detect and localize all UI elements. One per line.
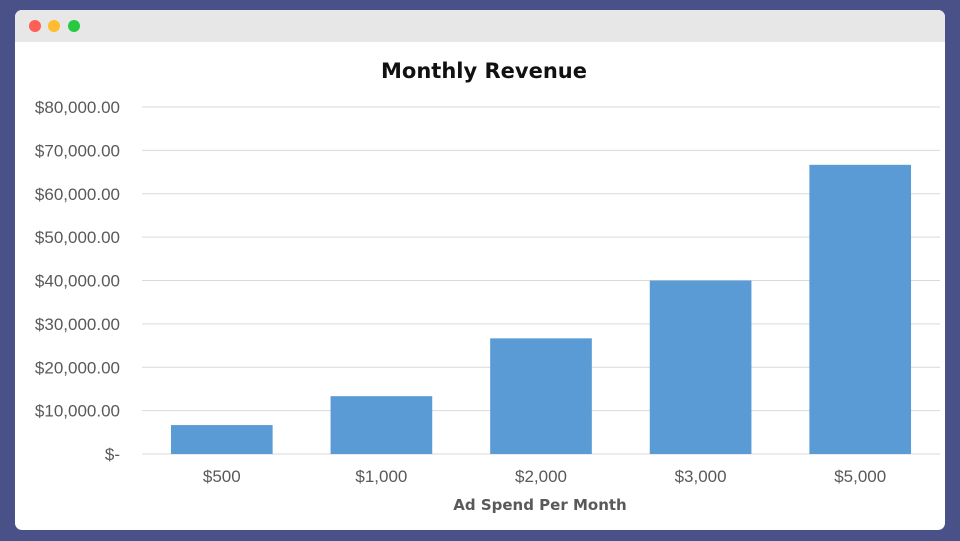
bar-chart: Monthly Revenue $- $10,000.00 $20,000.00 $3… [35, 59, 940, 514]
close-window-button[interactable] [29, 20, 41, 32]
x-axis-label: Ad Spend Per Month [453, 496, 626, 514]
y-tick-label: $10,000.00 [35, 402, 120, 421]
x-axis-ticks: $500 $1,000 $2,000 $3,000 $5,000 [203, 467, 886, 486]
y-tick-label: $20,000.00 [35, 358, 120, 377]
chart-title: Monthly Revenue [381, 59, 587, 83]
y-tick-label: $40,000.00 [35, 272, 120, 291]
y-tick-label: $50,000.00 [35, 228, 120, 247]
y-tick-label: $60,000.00 [35, 185, 120, 204]
y-axis-ticks: $- $10,000.00 $20,000.00 $30,000.00 $40,000.… [35, 98, 120, 464]
x-tick-label: $1,000 [355, 467, 407, 486]
x-tick-label: $500 [203, 467, 241, 486]
x-tick-label: $5,000 [834, 467, 886, 486]
x-tick-label: $2,000 [515, 467, 567, 486]
app-window: Monthly Revenue $- $10,000.00 $20,000.00 $3… [15, 10, 945, 530]
maximize-window-button[interactable] [68, 20, 80, 32]
window-titlebar [15, 10, 945, 42]
y-tick-label: $80,000.00 [35, 98, 120, 117]
bars [170, 164, 912, 454]
gridlines [142, 106, 940, 455]
y-tick-label: $- [105, 445, 120, 464]
bar-2 [490, 338, 592, 454]
bar-1 [330, 396, 433, 454]
minimize-window-button[interactable] [48, 20, 60, 32]
x-tick-label: $3,000 [675, 467, 727, 486]
y-tick-label: $30,000.00 [35, 315, 120, 334]
bar-4 [809, 164, 912, 454]
bar-3 [649, 280, 752, 454]
y-tick-label: $70,000.00 [35, 141, 120, 160]
bar-0 [170, 425, 273, 454]
